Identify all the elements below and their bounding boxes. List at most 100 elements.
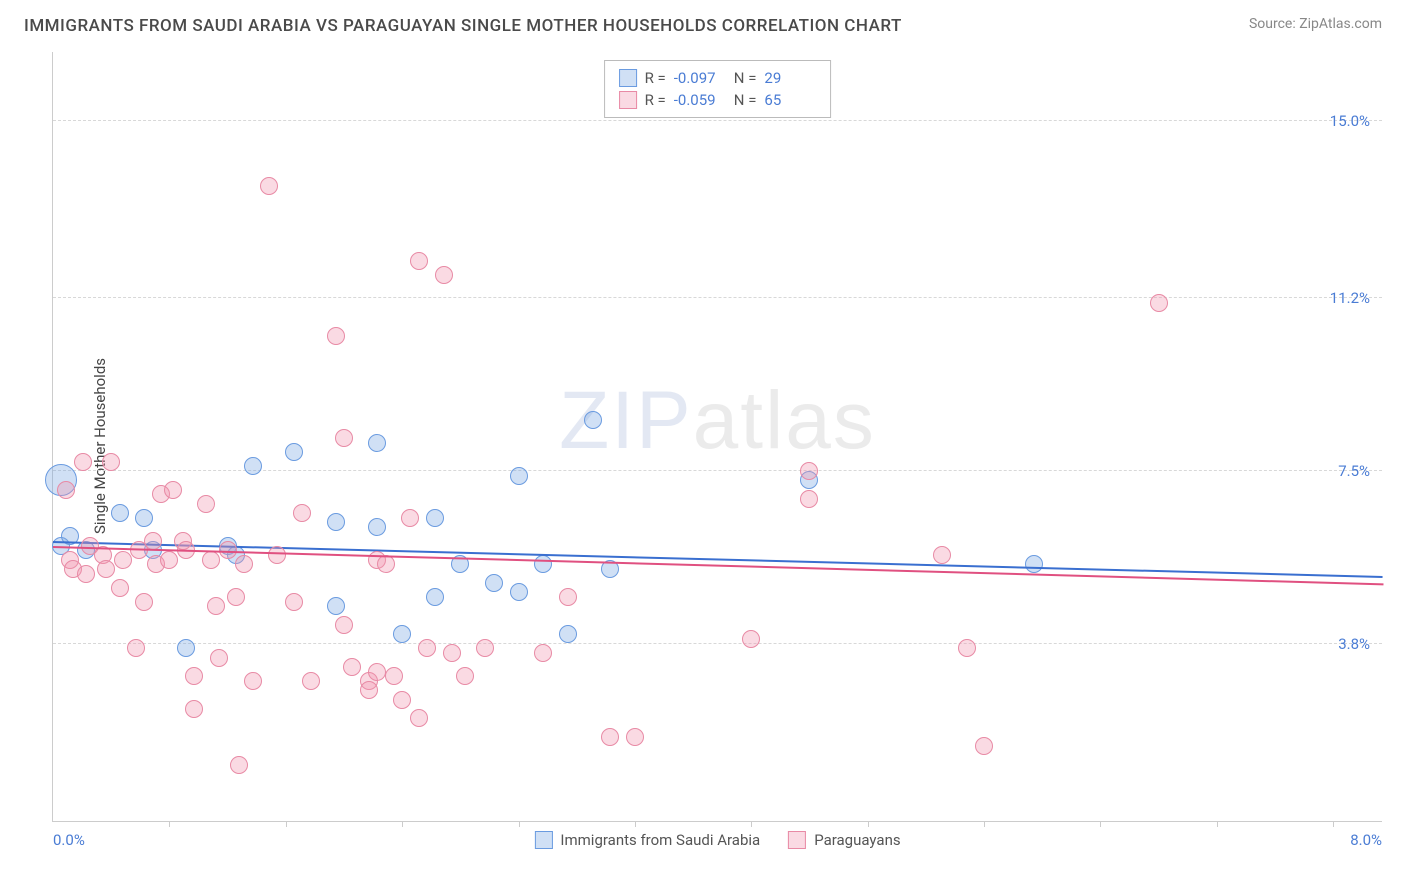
stat-n-value: 65 [764,91,816,109]
watermark-bold: ZIP [559,375,693,466]
data-point [144,532,162,550]
data-point [111,579,129,597]
data-point [958,639,976,657]
data-point [377,555,395,573]
gridline [53,643,1382,644]
data-point [111,504,129,522]
data-point [285,443,303,461]
stat-r-value: -0.059 [674,91,726,109]
data-point [302,672,320,690]
data-point [933,546,951,564]
x-tick [1333,821,1334,827]
watermark: ZIPatlas [559,374,876,468]
legend-item: Paraguayans [788,831,900,849]
data-point [584,411,602,429]
data-point [327,597,345,615]
x-axis-min-label: 0.0% [53,831,85,849]
data-point [410,252,428,270]
data-point [202,551,220,569]
data-point [1150,294,1168,312]
data-point [601,728,619,746]
correlation-legend: R = -0.097 N = 29 R = -0.059 N = 65 [604,60,832,118]
stat-r-value: -0.097 [674,69,726,87]
stat-n-label: N = [734,91,757,109]
data-point [210,649,228,667]
legend-item: Immigrants from Saudi Arabia [534,831,760,849]
data-point [235,555,253,573]
data-point [559,588,577,606]
gridline [53,297,1382,298]
data-point [74,453,92,471]
x-tick [751,821,752,827]
data-point [227,588,245,606]
data-point [97,560,115,578]
x-tick [1100,821,1101,827]
data-point [435,266,453,284]
data-point [360,681,378,699]
x-tick [402,821,403,827]
stat-n-label: N = [734,69,757,87]
x-tick [169,821,170,827]
data-point [510,467,528,485]
x-axis-max-label: 8.0% [1350,831,1382,849]
data-point [343,658,361,676]
legend-stat-row: R = -0.097 N = 29 [619,67,817,89]
data-point [368,663,386,681]
data-point [443,644,461,662]
x-tick [286,821,287,827]
y-tick-label: 7.5% [1338,462,1370,480]
legend-swatch [619,69,637,87]
data-point [368,518,386,536]
data-point [335,616,353,634]
data-point [177,639,195,657]
data-point [426,588,444,606]
stat-n-value: 29 [764,69,816,87]
data-point [456,667,474,685]
data-point [135,593,153,611]
data-point [77,565,95,583]
data-point [185,667,203,685]
data-point [393,625,411,643]
data-point [410,709,428,727]
data-point [534,555,552,573]
data-point [114,551,132,569]
data-point [57,481,75,499]
data-point [327,513,345,531]
data-point [742,630,760,648]
data-point [368,434,386,452]
data-point [207,597,225,615]
data-point [260,177,278,195]
x-tick [635,821,636,827]
x-tick [519,821,520,827]
legend-label: Paraguayans [814,831,900,849]
data-point [510,583,528,601]
x-tick [1217,821,1218,827]
source-label: Source: ZipAtlas.com [1249,16,1382,32]
data-point [197,495,215,513]
data-point [534,644,552,662]
watermark-thin: atlas [693,375,876,466]
data-point [393,691,411,709]
y-tick-label: 11.2% [1330,289,1370,307]
x-tick [868,821,869,827]
data-point [476,639,494,657]
legend-swatch [619,91,637,109]
data-point [418,639,436,657]
data-point [327,327,345,345]
data-point [185,700,203,718]
scatter-chart: ZIPatlas R =-0.097N =29R =-0.059N =65 0.… [52,52,1382,822]
legend-label: Immigrants from Saudi Arabia [560,831,760,849]
stat-r-label: R = [645,91,666,109]
stat-r-label: R = [645,69,666,87]
data-point [127,639,145,657]
x-tick [984,821,985,827]
y-tick-label: 15.0% [1330,112,1370,130]
data-point [244,672,262,690]
data-point [135,509,153,527]
data-point [800,490,818,508]
chart-title: IMMIGRANTS FROM SAUDI ARABIA VS PARAGUAY… [24,16,902,36]
data-point [164,481,182,499]
data-point [401,509,419,527]
data-point [626,728,644,746]
data-point [385,667,403,685]
